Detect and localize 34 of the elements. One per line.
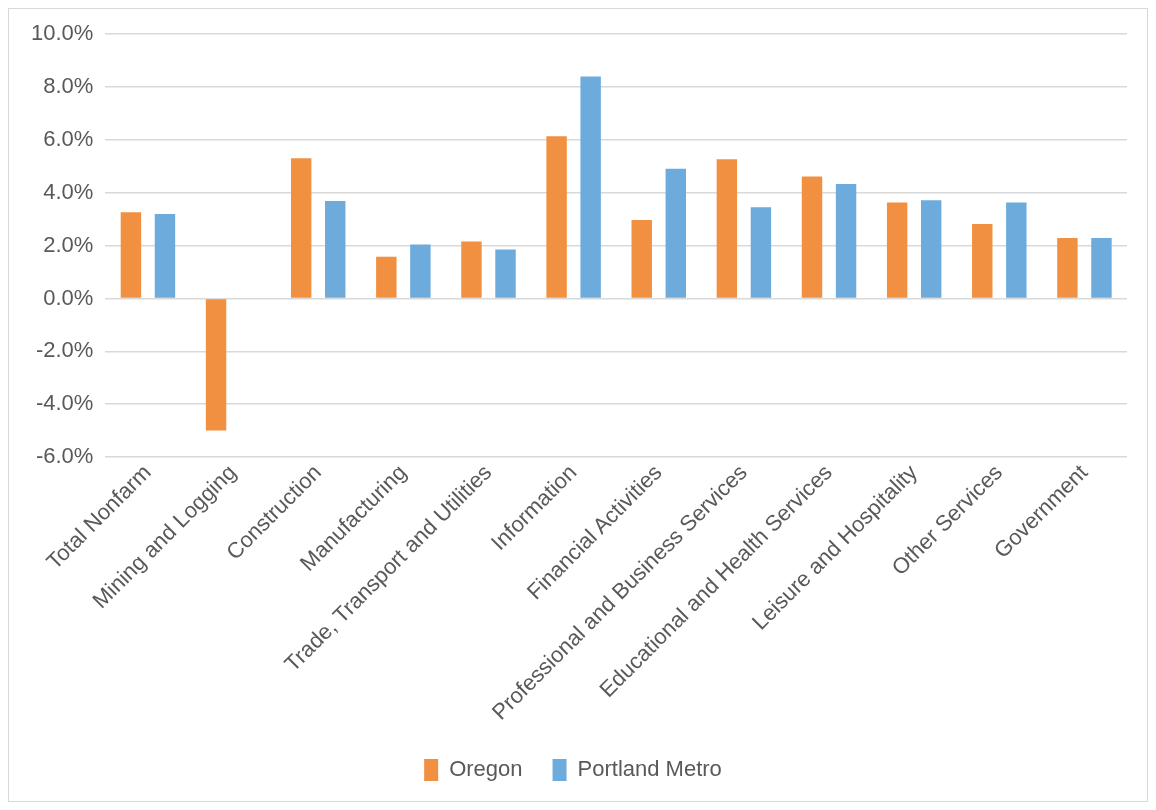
y-tick-label: -2.0% [35,337,94,363]
y-tick-label: 10.0% [30,20,94,46]
bar [1006,202,1027,298]
bar [205,299,227,431]
bar [154,213,176,298]
y-tick-label: 6.0% [43,125,94,151]
bar [290,158,312,298]
bar [325,200,346,298]
y-tick-label: 8.0% [43,73,94,99]
bar [1057,237,1078,298]
bar [120,212,142,298]
legend-label: Portland Metro [577,756,722,782]
bar [801,176,823,298]
bar [716,159,738,298]
legend-label: Oregon [449,756,523,782]
bar [835,184,857,298]
y-tick-label: 0.0% [43,284,94,310]
y-tick-label: -6.0% [35,443,94,469]
y-tick-label: 2.0% [43,231,94,257]
bar [1091,237,1112,298]
y-tick-label: 4.0% [43,178,94,204]
bar [665,168,686,298]
bar [376,256,397,298]
y-tick-label: -4.0% [35,390,94,416]
bar [631,219,652,298]
bar [920,200,942,298]
bar [972,223,993,298]
bar [410,244,431,298]
bar [580,76,601,298]
bar [546,136,567,298]
bar [886,202,908,298]
bar [495,249,516,298]
bar [750,207,772,298]
bar [461,241,482,298]
